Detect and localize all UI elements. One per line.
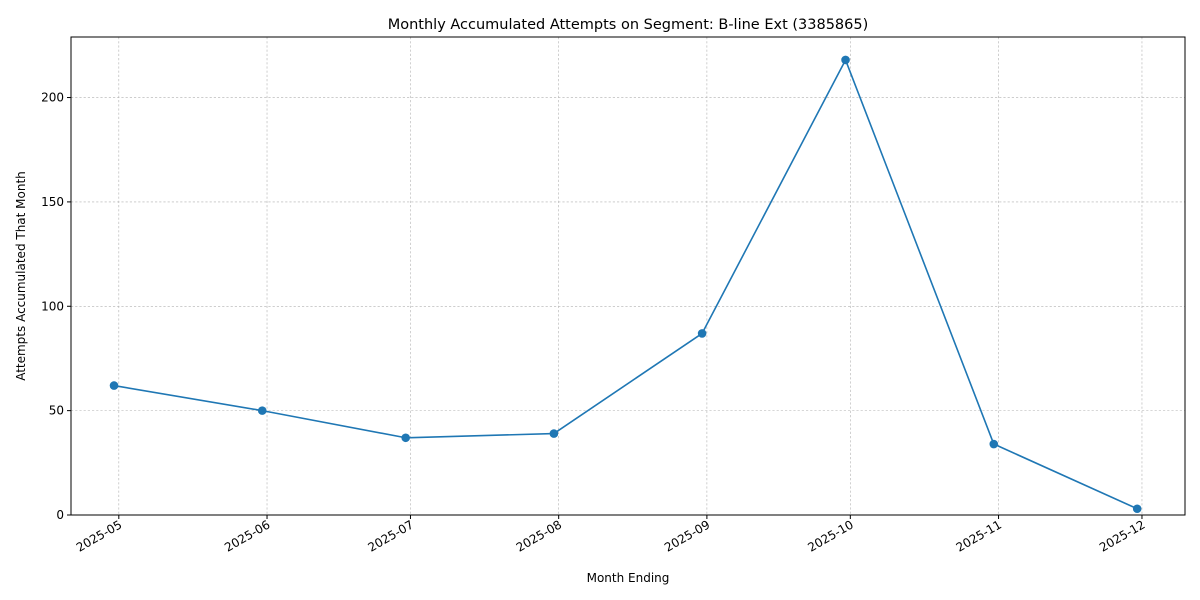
x-tick-label: 2025-07: [366, 517, 416, 554]
series: [109, 55, 1142, 514]
y-axis: 0 50 100 150 200: [41, 91, 71, 522]
chart-title: Monthly Accumulated Attempts on Segment:…: [388, 17, 869, 33]
x-tick-label: 2025-12: [1097, 517, 1147, 554]
data-point: [257, 406, 267, 415]
y-tick-label: 0: [56, 508, 64, 522]
data-point: [401, 433, 410, 443]
plot-area: [70, 36, 1186, 516]
x-tick-label: 2025-05: [74, 517, 124, 554]
data-point: [549, 429, 559, 438]
y-tick-label: 50: [49, 404, 64, 418]
x-tick-label: 2025-08: [514, 517, 564, 554]
y-tick-label: 200: [41, 91, 64, 105]
data-point: [841, 55, 850, 65]
grid: [71, 37, 1185, 516]
x-tick-label: 2025-10: [805, 517, 855, 554]
y-axis-label: Attempts Accumulated That Month: [14, 171, 28, 381]
data-point: [1132, 504, 1142, 514]
x-axis-label: Month Ending: [587, 571, 670, 585]
x-tick-label: 2025-06: [222, 517, 272, 554]
y-tick-label: 150: [41, 195, 64, 209]
x-tick-label: 2025-11: [954, 517, 1004, 554]
series-line: [113, 59, 1138, 510]
data-point: [109, 381, 119, 390]
x-axis: 2025-05 2025-06 2025-07 2025-08 2025-09 2025-…: [74, 515, 1147, 555]
data-point: [989, 439, 999, 449]
y-tick-label: 100: [41, 299, 64, 313]
x-tick-label: 2025-09: [662, 517, 712, 554]
data-point: [697, 329, 707, 338]
